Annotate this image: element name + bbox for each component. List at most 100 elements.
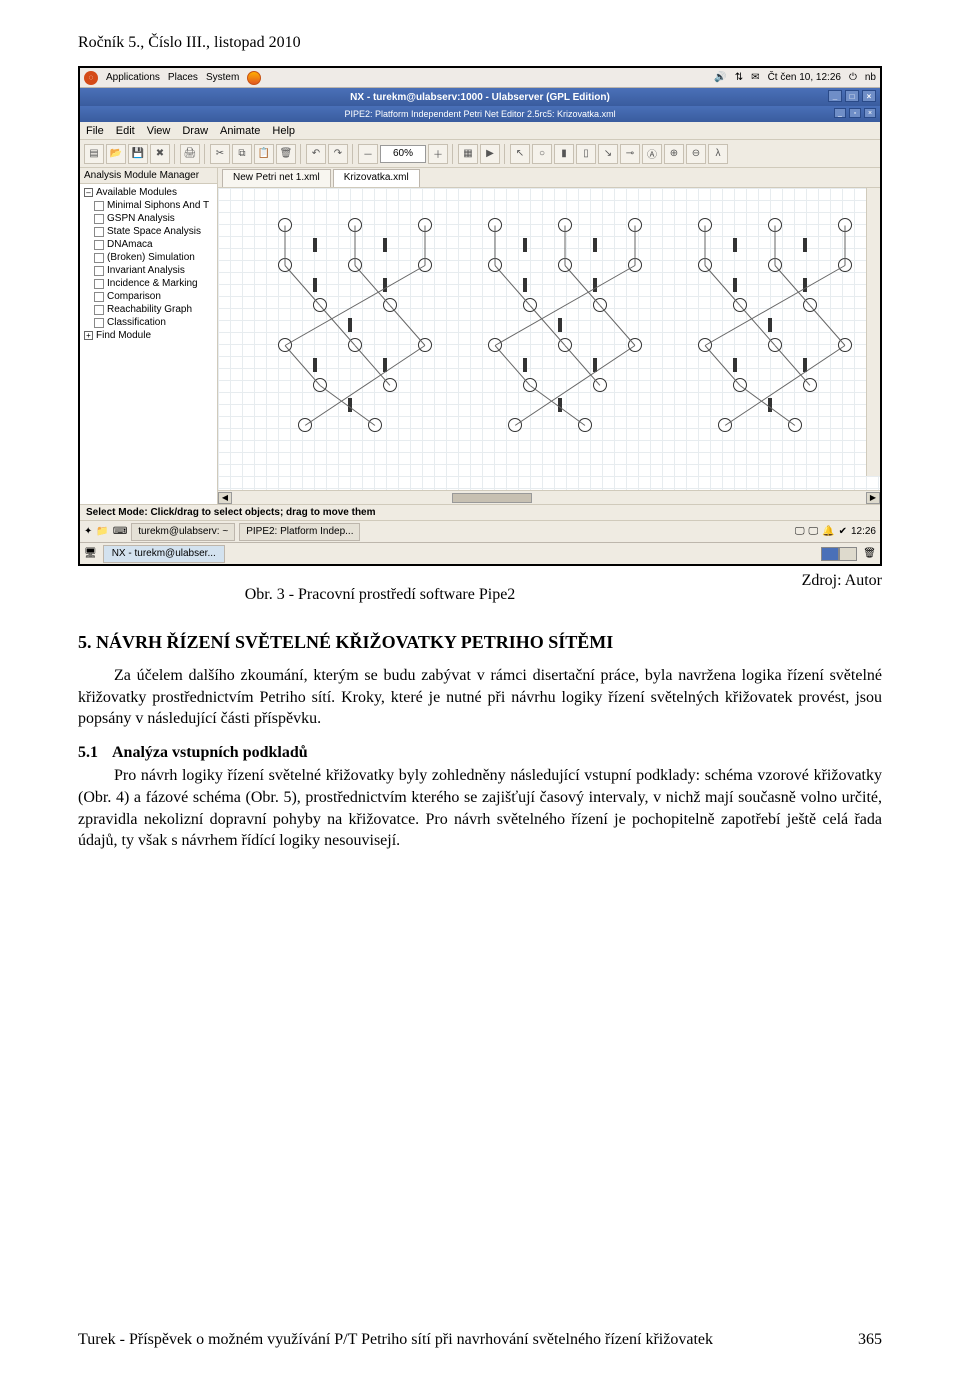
tree-module-row[interactable]: Minimal Siphons And T	[80, 199, 217, 212]
toolbar-animate-icon[interactable]: ▶	[480, 144, 500, 164]
firefox-icon[interactable]	[247, 71, 261, 85]
vertical-scrollbar[interactable]	[866, 188, 880, 476]
pipe-close-button[interactable]: ×	[864, 108, 876, 118]
menu-view[interactable]: View	[147, 125, 171, 137]
workspace-switcher[interactable]	[821, 547, 857, 561]
toolbar-redo-icon[interactable]: ↷	[328, 144, 348, 164]
toolbar-save-icon[interactable]: 💾	[128, 144, 148, 164]
toolbar-new-icon[interactable]: ▤	[84, 144, 104, 164]
petri-transition[interactable]	[383, 278, 387, 292]
petri-transition[interactable]	[313, 278, 317, 292]
workspace-2[interactable]	[839, 547, 857, 561]
tree-expand-icon[interactable]: +	[84, 331, 93, 340]
scroll-left-icon[interactable]: ◀	[218, 492, 232, 504]
tree-module-row[interactable]: Incidence & Marking	[80, 277, 217, 290]
tree-module-row[interactable]: State Space Analysis	[80, 225, 217, 238]
tree-module-row[interactable]: Comparison	[80, 290, 217, 303]
petri-transition[interactable]	[313, 238, 317, 252]
petri-transition[interactable]	[803, 238, 807, 252]
toolbar-inhibitor-icon[interactable]: ⊸	[620, 144, 640, 164]
toolbar-undo-icon[interactable]: ↶	[306, 144, 326, 164]
petri-transition[interactable]	[593, 278, 597, 292]
toolbar-open-icon[interactable]: 📂	[106, 144, 126, 164]
tree-root-row[interactable]: – Available Modules	[80, 186, 217, 199]
toolbar-paste-icon[interactable]: 📋	[254, 144, 274, 164]
power-icon[interactable]: ⏻	[849, 72, 857, 83]
toolbar-token-add-icon[interactable]: ⊕	[664, 144, 684, 164]
toolbar-zoomin-icon[interactable]: ＋	[428, 144, 448, 164]
trash-icon[interactable]: 🗑	[863, 548, 876, 559]
tree-collapse-icon[interactable]: –	[84, 188, 93, 197]
tray-desktop1-icon[interactable]: 🖵	[795, 526, 805, 537]
petri-transition[interactable]	[768, 318, 772, 332]
canvas-tab-active[interactable]: Krizovatka.xml	[333, 169, 420, 187]
petri-transition[interactable]	[733, 358, 737, 372]
petri-transition[interactable]	[313, 358, 317, 372]
petri-transition[interactable]	[523, 358, 527, 372]
scrollbar-thumb[interactable]	[452, 493, 532, 503]
menu-edit[interactable]: Edit	[116, 125, 135, 137]
tray-task[interactable]: PIPE2: Platform Indep...	[239, 523, 360, 541]
toolbar-place-icon[interactable]: ○	[532, 144, 552, 164]
horizontal-scrollbar[interactable]: ◀ ▶	[218, 490, 880, 504]
petri-transition[interactable]	[383, 238, 387, 252]
workspace-1[interactable]	[821, 547, 839, 561]
show-desktop-icon[interactable]: 🖥	[84, 548, 97, 559]
gnome-menu-system[interactable]: System	[206, 72, 239, 83]
tree-module-row[interactable]: (Broken) Simulation	[80, 251, 217, 264]
toolbar-select-icon[interactable]: ↖	[510, 144, 530, 164]
gnome-clock[interactable]: Čt čen 10, 12:26	[768, 72, 841, 83]
tray-bell-icon[interactable]: 🔔	[822, 526, 834, 537]
network-icon[interactable]: ⇅	[735, 72, 743, 83]
petri-transition[interactable]	[523, 278, 527, 292]
mail-icon[interactable]: ✉	[751, 72, 759, 83]
tray-files-icon[interactable]: 📁	[96, 526, 108, 537]
tray-desktop2-icon[interactable]: 🖵	[808, 526, 818, 537]
nx-close-button[interactable]: ×	[862, 90, 876, 102]
petri-transition[interactable]	[733, 278, 737, 292]
scroll-right-icon[interactable]: ▶	[866, 492, 880, 504]
petri-transition[interactable]	[523, 238, 527, 252]
toolbar-grid-icon[interactable]: ▦	[458, 144, 478, 164]
canvas-tab[interactable]: New Petri net 1.xml	[222, 169, 331, 187]
toolbar-close-icon[interactable]: ✖	[150, 144, 170, 164]
tree-module-row[interactable]: Invariant Analysis	[80, 264, 217, 277]
pipe-maximize-button[interactable]: ▫	[849, 108, 861, 118]
pipe-minimize-button[interactable]: _	[834, 108, 846, 118]
taskbar-button[interactable]: NX - turekm@ulabser...	[103, 545, 225, 563]
toolbar-annotation-icon[interactable]: Ⓐ	[642, 144, 662, 164]
nx-maximize-button[interactable]: □	[845, 90, 859, 102]
gnome-menu-applications[interactable]: Applications	[106, 72, 160, 83]
petri-transition[interactable]	[733, 238, 737, 252]
toolbar-zoom-field[interactable]: 60%	[380, 145, 426, 163]
menu-draw[interactable]: Draw	[182, 125, 208, 137]
menu-file[interactable]: File	[86, 125, 104, 137]
gnome-user[interactable]: nb	[865, 72, 876, 83]
menu-help[interactable]: Help	[272, 125, 295, 137]
volume-icon[interactable]: 🔊	[714, 72, 726, 83]
tray-start-icon[interactable]: ✦	[84, 526, 92, 537]
tray-terminal-icon[interactable]: ⌨	[113, 526, 127, 537]
toolbar-cut-icon[interactable]: ✂	[210, 144, 230, 164]
tree-module-row[interactable]: GSPN Analysis	[80, 212, 217, 225]
toolbar-timed-transition-icon[interactable]: ▯	[576, 144, 596, 164]
menu-animate[interactable]: Animate	[220, 125, 260, 137]
tree-module-row[interactable]: DNAmaca	[80, 238, 217, 251]
toolbar-token-remove-icon[interactable]: ⊖	[686, 144, 706, 164]
petri-transition[interactable]	[803, 278, 807, 292]
tray-check-icon[interactable]: ✔	[839, 526, 847, 537]
petri-transition[interactable]	[558, 318, 562, 332]
tray-task[interactable]: turekm@ulabserv: ~	[131, 523, 235, 541]
toolbar-delete-icon[interactable]: 🗑	[276, 144, 296, 164]
petri-transition[interactable]	[348, 318, 352, 332]
gnome-menu-places[interactable]: Places	[168, 72, 198, 83]
petri-canvas[interactable]	[218, 188, 880, 490]
nx-minimize-button[interactable]: _	[828, 90, 842, 102]
toolbar-print-icon[interactable]: 🖨	[180, 144, 200, 164]
tree-module-row[interactable]: Classification	[80, 316, 217, 329]
toolbar-copy-icon[interactable]: ⧉	[232, 144, 252, 164]
toolbar-imm-transition-icon[interactable]: ▮	[554, 144, 574, 164]
petri-transition[interactable]	[593, 238, 597, 252]
toolbar-rate-icon[interactable]: λ	[708, 144, 728, 164]
tree-module-row[interactable]: Reachability Graph	[80, 303, 217, 316]
